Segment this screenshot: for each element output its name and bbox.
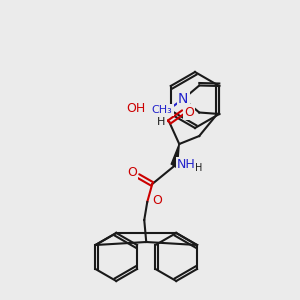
Text: N: N	[178, 92, 188, 106]
Text: OH: OH	[126, 101, 145, 115]
Text: O: O	[152, 194, 162, 206]
Polygon shape	[171, 144, 179, 168]
Text: O: O	[184, 106, 194, 118]
Text: H: H	[157, 117, 165, 127]
Text: O: O	[127, 167, 137, 179]
Text: CH₃: CH₃	[152, 105, 172, 115]
Text: NH: NH	[177, 158, 196, 172]
Text: H: H	[195, 163, 202, 173]
